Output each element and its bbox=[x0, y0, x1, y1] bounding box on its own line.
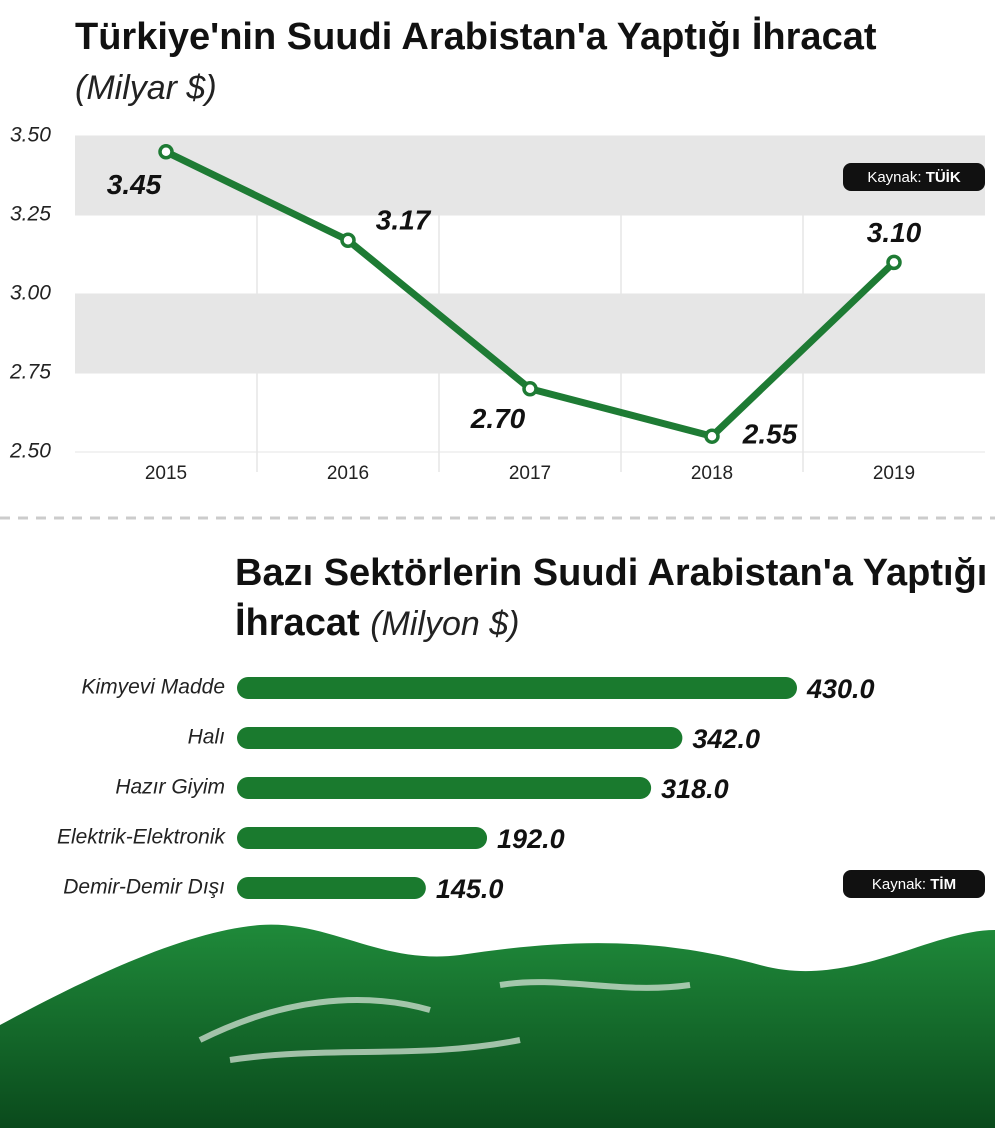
point bbox=[704, 428, 720, 444]
value-label: 3.45 bbox=[107, 169, 162, 200]
source-box bbox=[843, 163, 985, 191]
value-label: 2.55 bbox=[742, 419, 798, 450]
point bbox=[158, 144, 174, 160]
source: Kaynak: TİM bbox=[872, 876, 956, 893]
y-tick-label: 2.75 bbox=[9, 361, 51, 384]
bar-title-block: Bazı Sektörlerin Suudi Arabistan'a Yaptı… bbox=[235, 548, 995, 649]
source-name: TÜİK bbox=[926, 169, 961, 186]
y-tick-label: 2.50 bbox=[9, 440, 51, 463]
value-label: 342.0 bbox=[692, 724, 760, 754]
line-title-block: Türkiye'nin Suudi Arabistan'a Yaptığı İh… bbox=[75, 12, 915, 113]
x-tick-label: 2016 bbox=[327, 463, 369, 484]
value-label: 192.0 bbox=[497, 824, 565, 854]
y-tick-label: 3.00 bbox=[10, 282, 51, 305]
x-tick-label: 2017 bbox=[509, 463, 551, 484]
bar bbox=[237, 727, 683, 749]
value-label: 318.0 bbox=[661, 774, 729, 804]
grid-band bbox=[75, 136, 985, 215]
chart-unit: (Milyar $) bbox=[75, 69, 217, 107]
value-label: 430.0 bbox=[806, 674, 875, 704]
y-tick-label: Halı bbox=[188, 726, 225, 749]
source-name: TİM bbox=[930, 876, 956, 893]
chart-unit: (Milyon $) bbox=[370, 605, 520, 643]
x-tick-label: 2019 bbox=[873, 463, 915, 484]
bar bbox=[237, 777, 652, 799]
source-box bbox=[843, 870, 985, 898]
bar bbox=[237, 827, 488, 849]
source: Kaynak: TÜİK bbox=[867, 169, 961, 186]
x-tick-label: 2018 bbox=[691, 463, 733, 484]
value-label: 2.70 bbox=[470, 403, 526, 434]
y-tick-label: Hazır Giyim bbox=[115, 776, 225, 799]
bar bbox=[237, 677, 797, 699]
flag bbox=[0, 924, 995, 1128]
source-label: Kaynak: bbox=[867, 169, 921, 186]
value-label: 3.17 bbox=[376, 205, 432, 236]
source-label: Kaynak: bbox=[872, 876, 926, 893]
value-label: 3.10 bbox=[867, 217, 922, 248]
chart-title: Türkiye'nin Suudi Arabistan'a Yaptığı İh… bbox=[75, 16, 877, 58]
y-tick-label: Kimyevi Madde bbox=[81, 676, 225, 699]
y-tick-label: 3.50 bbox=[10, 124, 51, 147]
flag-calligraphy bbox=[198, 979, 691, 1063]
x-tick-label: 2015 bbox=[145, 463, 187, 484]
y-tick-label: 3.25 bbox=[10, 203, 51, 226]
value-label: 145.0 bbox=[436, 874, 504, 904]
chart-title: Bazı Sektörlerin Suudi Arabistan'a Yaptı… bbox=[235, 552, 988, 644]
point bbox=[340, 232, 356, 249]
bar bbox=[237, 877, 426, 899]
point bbox=[522, 381, 538, 397]
point bbox=[886, 254, 902, 271]
y-tick-label: Elektrik-Elektronik bbox=[57, 826, 227, 849]
grid-band bbox=[75, 294, 985, 373]
y-tick-label: Demir-Demir Dışı bbox=[63, 876, 225, 899]
